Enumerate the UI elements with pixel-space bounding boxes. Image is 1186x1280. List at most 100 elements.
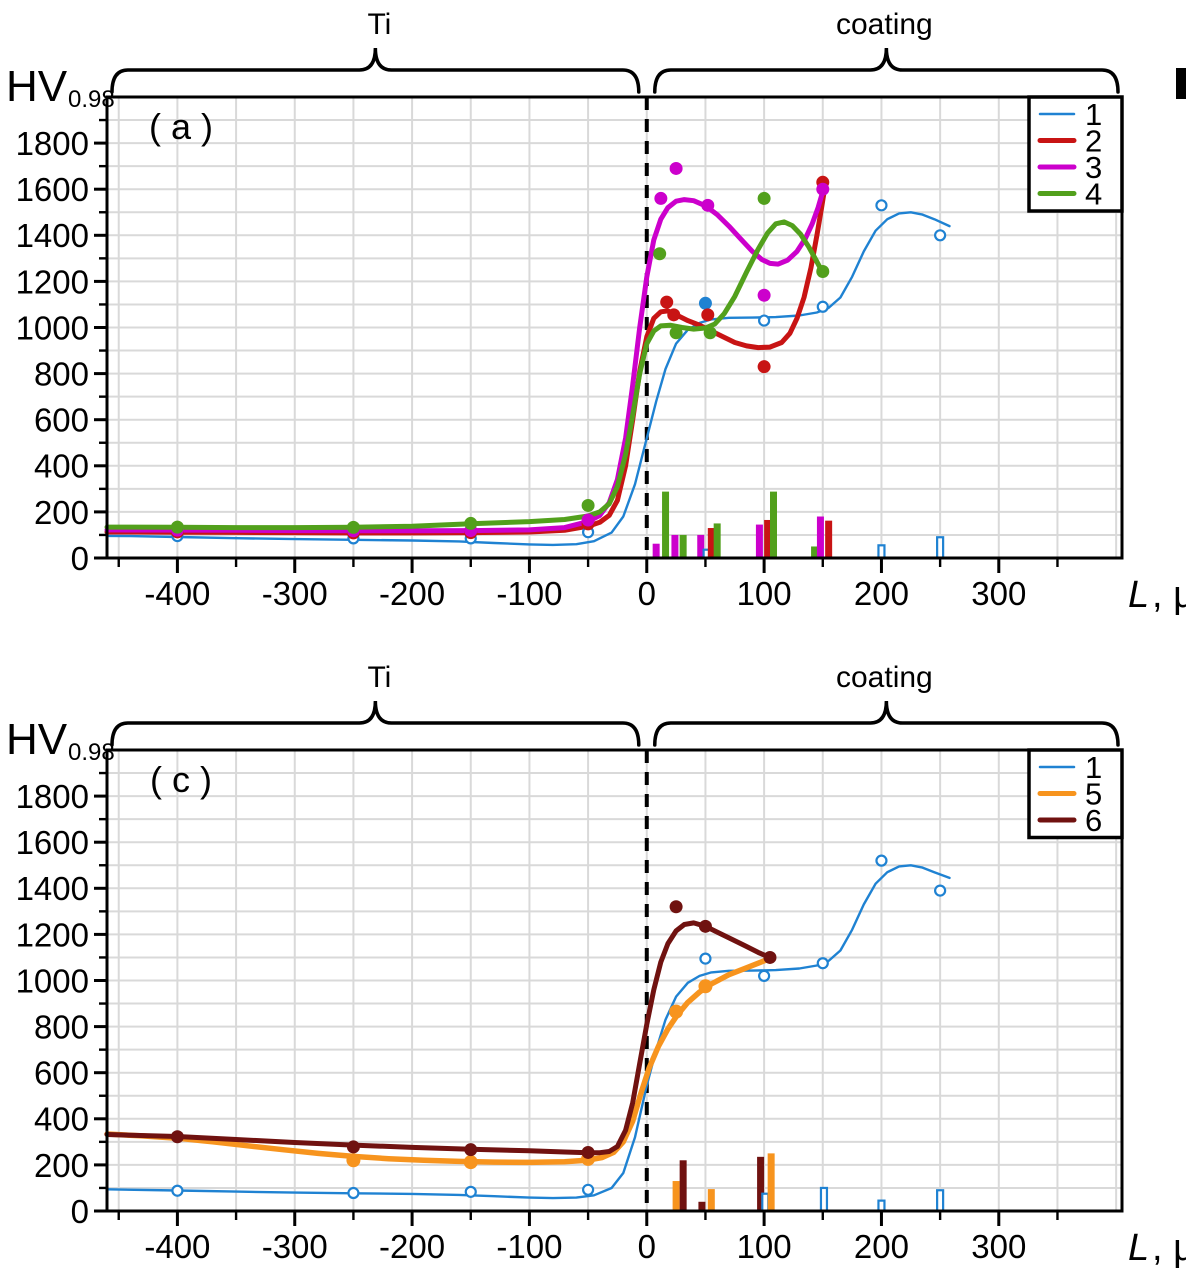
series-point-2 — [667, 308, 681, 322]
series-point-1 — [816, 957, 829, 970]
x-axis-title: , µm — [1152, 1227, 1186, 1269]
series-point-2 — [701, 308, 715, 322]
x-tick-label: 0 — [638, 1228, 656, 1265]
x-tick-label: 100 — [737, 1228, 792, 1265]
series-point-3 — [654, 191, 668, 205]
series-point-5 — [346, 1153, 361, 1168]
x-tick-label: -200 — [379, 575, 445, 612]
y-tick-label: 800 — [34, 355, 89, 392]
x-axis-title: L — [1128, 574, 1149, 616]
series-point-1 — [816, 300, 829, 313]
y-tick-label: 1200 — [16, 916, 89, 953]
baseline-bar — [877, 544, 886, 560]
series-point-3 — [757, 288, 771, 302]
series-point-4 — [346, 520, 360, 534]
series-point-3 — [701, 198, 715, 212]
baseline-bar — [671, 534, 679, 558]
series-curve-1 — [105, 864, 951, 1200]
x-tick-label: 200 — [854, 575, 909, 612]
baseline-bar — [707, 1189, 715, 1211]
legend-label: 5 — [1085, 777, 1102, 812]
region-label-ti: Ti — [367, 8, 391, 41]
baseline-bar — [936, 536, 945, 560]
region-label-ti: Ti — [367, 661, 391, 694]
panel-label: ( c ) — [150, 759, 212, 800]
series-point-2 — [660, 295, 674, 309]
series-point-4 — [464, 516, 478, 530]
series-curve-4 — [104, 219, 825, 531]
series-point-1 — [934, 229, 947, 242]
y-tick-label: 1400 — [16, 217, 89, 254]
cropped-letter-fragment — [1176, 68, 1186, 99]
series-point-6 — [346, 1140, 360, 1154]
y-tick-label: 200 — [34, 1147, 89, 1184]
series-point-4 — [703, 326, 717, 340]
series-point-5 — [463, 1155, 478, 1170]
legend-label: 2 — [1085, 124, 1102, 159]
series-curve-1 — [105, 211, 951, 547]
legend-label: 1 — [1085, 750, 1102, 785]
series-point-1 — [171, 1184, 184, 1197]
x-tick-label: 100 — [737, 575, 792, 612]
x-tick-label: -400 — [144, 575, 210, 612]
legend-label: 1 — [1085, 97, 1102, 132]
x-tick-label: -400 — [144, 1228, 210, 1265]
y-tick-label: 400 — [34, 1101, 89, 1138]
series-point-6 — [763, 950, 777, 964]
region-label-coating: coating — [836, 661, 933, 694]
y-tick-label: 800 — [34, 1008, 89, 1045]
series-point-2 — [757, 360, 771, 374]
series-point-1 — [758, 969, 771, 982]
series-point-1 — [875, 199, 888, 212]
baseline-bar — [707, 528, 715, 558]
legend: 156 — [1027, 748, 1124, 840]
series-point-1 — [581, 1183, 595, 1196]
baseline-bar — [698, 1201, 706, 1211]
series-point-4 — [669, 326, 683, 340]
series-curve-5 — [104, 955, 773, 1166]
x-tick-label: -300 — [262, 575, 328, 612]
series-point-4 — [816, 264, 830, 278]
series-point-6 — [170, 1130, 184, 1144]
series-curve-3 — [104, 182, 828, 534]
baseline-bar — [816, 516, 824, 558]
y-axis-title-sub: 0.98 — [68, 739, 115, 766]
baseline-bar — [757, 1156, 765, 1211]
y-tick-label: 600 — [34, 402, 89, 439]
y-tick-label: 1800 — [16, 778, 89, 815]
legend-label: 6 — [1085, 803, 1102, 838]
y-tick-label: 1600 — [16, 171, 89, 208]
baseline-bar — [662, 491, 670, 558]
y-tick-label: 200 — [34, 494, 89, 531]
series-point-6 — [581, 1145, 595, 1159]
y-tick-label: 1600 — [16, 824, 89, 861]
baseline-bar — [764, 519, 772, 558]
coating-region-brace — [653, 47, 1120, 94]
series-point-1 — [347, 1186, 360, 1200]
x-tick-label: 0 — [638, 575, 656, 612]
series-point-4 — [653, 247, 667, 261]
baseline-bar — [936, 1189, 945, 1213]
series-point-1 — [699, 952, 712, 965]
series-point-1 — [875, 854, 888, 867]
y-tick-label: 400 — [34, 448, 89, 485]
baseline-bar — [679, 534, 687, 558]
legend-label: 3 — [1085, 150, 1102, 185]
series-point-3 — [581, 513, 595, 527]
x-tick-label: -100 — [496, 575, 562, 612]
y-tick-label: 1200 — [16, 263, 89, 300]
y-tick-label: 0 — [71, 540, 89, 577]
y-tick-label: 1000 — [16, 962, 89, 999]
series-point-5 — [669, 1004, 684, 1019]
series-curve-2 — [104, 183, 828, 536]
series-point-1 — [934, 884, 947, 897]
baseline-bar — [713, 523, 721, 558]
series-point-4 — [170, 520, 184, 534]
region-label-coating: coating — [836, 8, 933, 41]
panel-label: ( a ) — [149, 106, 213, 147]
baseline-bar — [767, 1153, 775, 1211]
